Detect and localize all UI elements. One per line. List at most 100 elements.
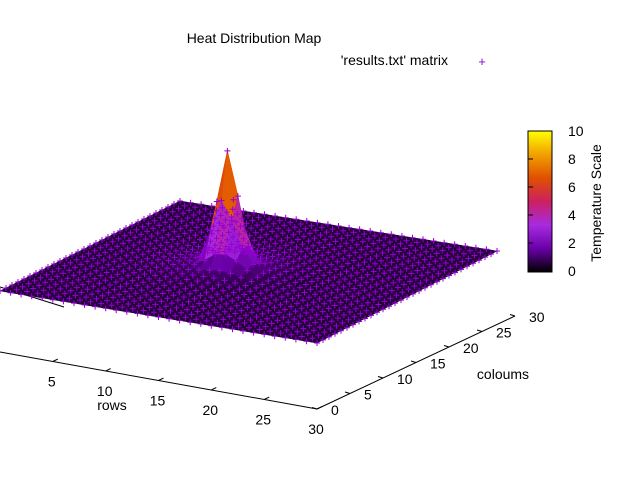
data-point-marker bbox=[146, 275, 153, 282]
data-point-marker bbox=[421, 256, 428, 263]
data-point-marker bbox=[165, 257, 172, 264]
data-point-marker bbox=[301, 260, 308, 267]
coloums-tick-label: 30 bbox=[529, 309, 545, 325]
data-point-marker bbox=[187, 319, 194, 326]
data-point-marker bbox=[408, 242, 414, 249]
data-point-marker bbox=[162, 273, 169, 280]
data-point-marker bbox=[441, 267, 448, 274]
data-point-marker bbox=[298, 305, 305, 312]
data-point-marker bbox=[187, 199, 194, 206]
data-point-marker bbox=[355, 234, 362, 241]
data-point-marker bbox=[292, 251, 299, 258]
data-point-marker bbox=[127, 229, 134, 236]
data-point-marker bbox=[135, 274, 142, 281]
data-point-marker bbox=[339, 319, 346, 326]
data-point-marker bbox=[89, 291, 95, 298]
data-point-marker bbox=[325, 305, 332, 312]
data-point-marker bbox=[37, 274, 44, 281]
data-point-marker bbox=[361, 287, 368, 294]
data-point-marker bbox=[174, 297, 181, 304]
data-point-marker bbox=[230, 289, 237, 296]
data-point-marker bbox=[172, 312, 179, 319]
data-point-marker bbox=[165, 204, 171, 210]
rows-tick-label: 25 bbox=[255, 412, 271, 428]
data-point-marker bbox=[108, 302, 115, 309]
data-point-marker bbox=[244, 267, 251, 274]
data-point-marker bbox=[200, 305, 207, 312]
data-point-marker bbox=[296, 255, 303, 262]
coloums-tick-mark bbox=[476, 329, 483, 332]
data-point-marker bbox=[143, 263, 149, 270]
data-point-marker bbox=[184, 215, 191, 221]
data-point-marker bbox=[270, 312, 276, 319]
data-point-marker bbox=[105, 261, 112, 268]
data-point-marker bbox=[311, 235, 318, 242]
data-point-marker bbox=[351, 285, 358, 292]
data-point-marker bbox=[211, 215, 218, 222]
data-point-marker bbox=[150, 280, 157, 287]
data-point-marker bbox=[388, 259, 395, 266]
data-point-marker bbox=[194, 278, 201, 285]
data-point-marker bbox=[314, 247, 321, 254]
data-point-marker bbox=[155, 314, 162, 320]
data-point-marker bbox=[250, 329, 257, 336]
data-point-marker bbox=[251, 209, 257, 216]
data-point-marker bbox=[253, 313, 260, 320]
data-point-marker bbox=[99, 292, 106, 299]
data-point-marker bbox=[306, 322, 313, 329]
data-point-marker bbox=[81, 246, 87, 252]
data-point-marker bbox=[99, 264, 106, 271]
data-point-marker bbox=[114, 299, 121, 306]
data-point-marker bbox=[296, 284, 303, 291]
data-point-marker bbox=[28, 293, 35, 300]
data-point-marker bbox=[159, 260, 166, 267]
data-point-marker bbox=[397, 268, 404, 275]
data-point-marker bbox=[120, 268, 127, 275]
data-point-marker bbox=[435, 242, 442, 249]
data-point-marker bbox=[93, 267, 100, 274]
data-point-marker bbox=[159, 234, 166, 241]
data-point-marker bbox=[320, 244, 327, 251]
data-point-marker bbox=[283, 327, 290, 333]
data-point-marker bbox=[52, 281, 59, 288]
data-point-marker bbox=[239, 245, 246, 252]
data-point-marker bbox=[229, 297, 236, 304]
data-point-marker bbox=[274, 257, 281, 264]
data-point-marker bbox=[363, 307, 370, 314]
data-point-marker bbox=[295, 320, 302, 327]
data-point-marker bbox=[254, 222, 261, 229]
data-point-marker bbox=[406, 250, 413, 257]
data-point-marker bbox=[320, 336, 326, 343]
data-point-marker bbox=[253, 284, 260, 291]
data-point-marker bbox=[219, 232, 226, 239]
data-point-marker bbox=[284, 260, 291, 267]
data-point-marker bbox=[292, 336, 299, 343]
data-point-marker bbox=[128, 285, 135, 292]
data-point-marker bbox=[417, 280, 424, 286]
data-point-marker bbox=[376, 237, 383, 244]
data-point-marker bbox=[121, 260, 128, 267]
data-point-marker bbox=[197, 253, 204, 260]
data-point-marker bbox=[288, 331, 295, 338]
data-point-marker bbox=[18, 291, 25, 298]
data-point-marker bbox=[220, 316, 227, 323]
data-point-marker bbox=[54, 273, 61, 280]
data-point-marker bbox=[201, 213, 208, 220]
data-point-marker bbox=[300, 297, 306, 304]
data-point-marker bbox=[79, 253, 86, 260]
data-point-marker bbox=[178, 309, 185, 316]
data-point-marker bbox=[331, 274, 338, 281]
data-point-marker bbox=[3, 285, 9, 291]
data-point-marker bbox=[144, 284, 151, 290]
data-point-marker bbox=[87, 270, 94, 277]
data-point-marker bbox=[180, 238, 187, 244]
coloums-tick-label: 10 bbox=[397, 371, 413, 387]
data-point-marker bbox=[268, 259, 275, 266]
data-point-marker bbox=[283, 298, 290, 305]
colorbar-tick-label: 0 bbox=[568, 263, 576, 279]
data-point-marker bbox=[360, 266, 366, 273]
data-point-marker bbox=[221, 248, 228, 255]
data-point-marker bbox=[357, 310, 364, 317]
data-point-marker bbox=[290, 287, 297, 294]
data-point-marker bbox=[304, 273, 311, 280]
